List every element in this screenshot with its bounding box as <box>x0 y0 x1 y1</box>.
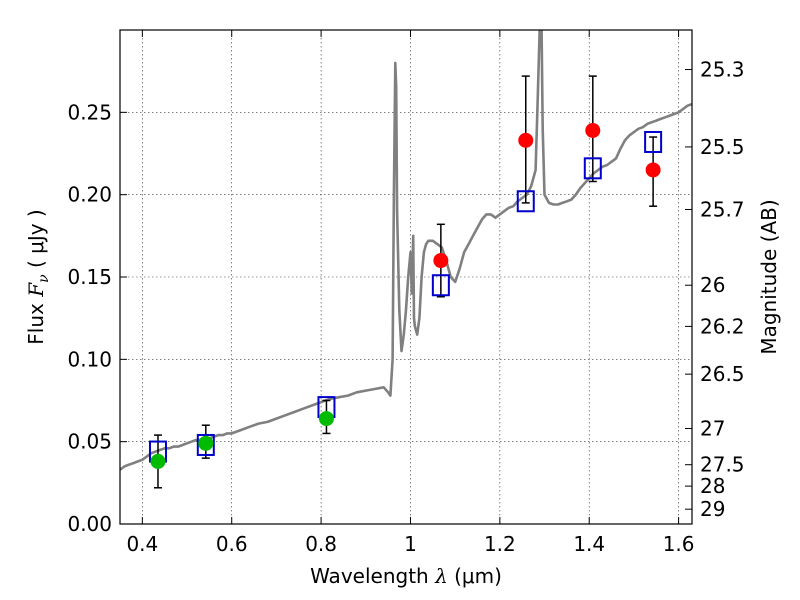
y-tick-label: 0.20 <box>67 183 112 207</box>
x-tick-label: 0.4 <box>126 532 158 556</box>
x-tick-label: 1.2 <box>484 532 516 556</box>
y2-tick-label: 26.5 <box>700 362 745 386</box>
x-tick-label: 1.6 <box>663 532 695 556</box>
green-data-point <box>150 453 166 469</box>
red-data-point <box>518 132 534 148</box>
y-tick-label: 0.05 <box>67 430 112 454</box>
plot-area <box>120 30 692 489</box>
x-tick-label: 0.8 <box>305 532 337 556</box>
y2-tick-label: 27 <box>700 416 725 440</box>
y2-tick-label: 26 <box>700 273 725 297</box>
model-photometry-square <box>431 274 450 297</box>
y-tick-label: 0.25 <box>67 100 112 124</box>
x-tick-label: 0.6 <box>216 532 248 556</box>
y2-axis-label: Magnitude (AB) <box>757 199 781 354</box>
x-tick-label: 1 <box>404 532 417 556</box>
green-data-point <box>318 411 334 427</box>
y-axis-label: Flux Fν ( μJy ) <box>24 209 52 344</box>
red-data-point <box>585 122 601 138</box>
model-photometry-square <box>583 157 602 180</box>
model-spectrum-line <box>120 30 692 471</box>
model-photometry-square <box>196 433 215 456</box>
x-tick-label: 1.4 <box>573 532 605 556</box>
y2-tick-label: 25.5 <box>700 135 745 159</box>
axis-ticks: 0.4 0.6 0.8 1 1.2 1.4 1.6 0.00 0.05 0.10 0.15 0.20 0… <box>67 30 745 556</box>
model-photometry-square <box>644 130 663 153</box>
model-photometry-square <box>516 190 535 213</box>
y-tick-label: 0.00 <box>67 512 112 536</box>
red-data-point <box>433 253 449 269</box>
y2-tick-label: 25.3 <box>700 58 745 82</box>
green-data-point <box>198 435 214 451</box>
y2-tick-label: 29 <box>700 497 725 521</box>
x-axis-label: Wavelength λ (μm) <box>310 564 502 588</box>
y2-tick-label: 28 <box>700 474 725 498</box>
y-tick-label: 0.10 <box>67 347 112 371</box>
y2-tick-label: 25.7 <box>700 197 745 221</box>
y2-tick-label: 27.5 <box>700 453 745 477</box>
y-tick-label: 0.15 <box>67 265 112 289</box>
y2-tick-label: 26.2 <box>700 314 745 338</box>
red-data-point <box>645 162 661 178</box>
